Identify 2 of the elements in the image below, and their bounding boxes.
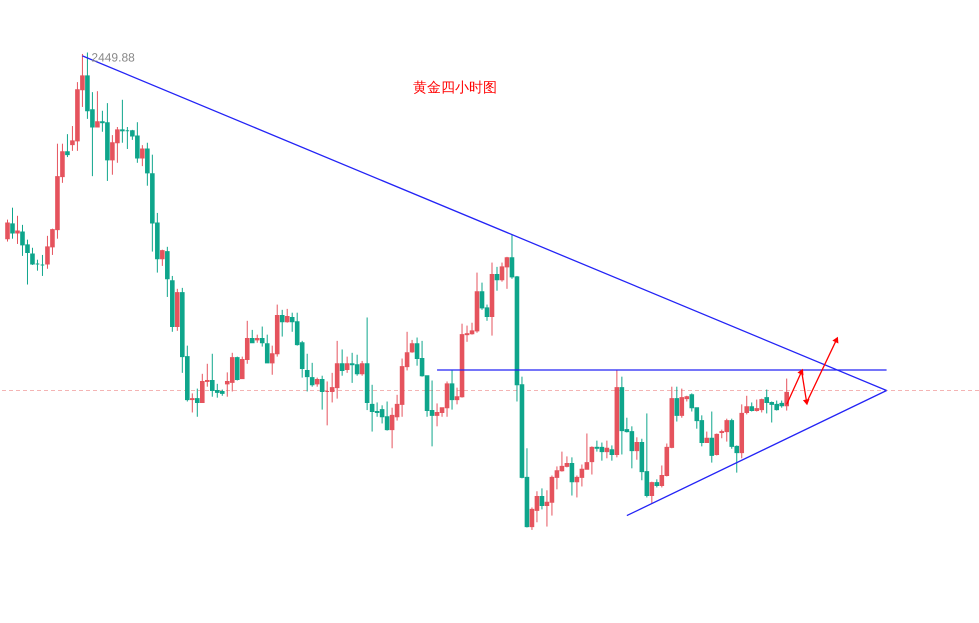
text: 黄金四小时图: [413, 80, 497, 96]
annotation: 2449.88: [91, 50, 136, 65]
